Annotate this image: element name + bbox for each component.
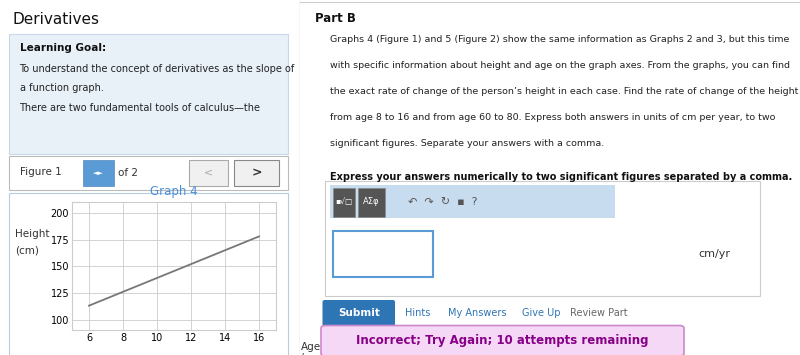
FancyBboxPatch shape: [82, 160, 114, 186]
Text: Age: Age: [301, 342, 321, 352]
FancyBboxPatch shape: [9, 156, 288, 190]
Text: (cm): (cm): [15, 246, 38, 256]
FancyBboxPatch shape: [333, 231, 433, 277]
FancyBboxPatch shape: [333, 188, 355, 217]
Text: (years): (years): [301, 353, 338, 355]
FancyBboxPatch shape: [9, 193, 288, 355]
FancyBboxPatch shape: [189, 160, 228, 186]
Text: Incorrect; Try Again; 10 attempts remaining: Incorrect; Try Again; 10 attempts remain…: [356, 334, 649, 347]
Text: of 2: of 2: [118, 168, 138, 178]
Text: cm/yr: cm/yr: [698, 249, 730, 259]
FancyBboxPatch shape: [330, 185, 615, 218]
Text: Graphs 4 (Figure 1) and 5 (Figure 2) show the same information as Graphs 2 and 3: Graphs 4 (Figure 1) and 5 (Figure 2) sho…: [330, 36, 790, 44]
Text: from age 8 to 16 and from age 60 to 80. Express both answers in units of cm per : from age 8 to 16 and from age 60 to 80. …: [330, 113, 775, 122]
Text: Review Part: Review Part: [570, 308, 628, 318]
Text: To understand the concept of derivatives as the slope of: To understand the concept of derivatives…: [19, 64, 294, 74]
Text: Figure 1: Figure 1: [19, 167, 62, 177]
Text: ▪√□: ▪√□: [335, 197, 352, 206]
Text: >: >: [251, 166, 262, 179]
Text: <: <: [204, 168, 213, 178]
Text: Hints: Hints: [405, 308, 430, 318]
Text: Give Up: Give Up: [522, 308, 561, 318]
Text: My Answers: My Answers: [447, 308, 506, 318]
Text: ◄►: ◄►: [93, 170, 104, 176]
Text: ↶  ↷  ↻  ▪  ?: ↶ ↷ ↻ ▪ ?: [407, 197, 477, 207]
Text: significant figures. Separate your answers with a comma.: significant figures. Separate your answe…: [330, 139, 604, 148]
Text: There are two fundamental tools of calculus—the: There are two fundamental tools of calcu…: [19, 103, 261, 113]
Text: Submit: Submit: [338, 308, 380, 318]
FancyBboxPatch shape: [322, 300, 395, 327]
Title: Graph 4: Graph 4: [150, 185, 198, 198]
FancyBboxPatch shape: [321, 326, 684, 355]
Text: Part B: Part B: [315, 12, 356, 26]
Text: AΣφ: AΣφ: [363, 197, 379, 206]
Text: a function graph.: a function graph.: [19, 83, 103, 93]
Text: with specific information about height and age on the graph axes. From the graph: with specific information about height a…: [330, 61, 790, 70]
Text: Express your answers numerically to two significant figures separated by a comma: Express your answers numerically to two …: [330, 172, 792, 182]
FancyBboxPatch shape: [358, 188, 385, 217]
Text: the exact rate of change of the person’s height in each case. Find the rate of c: the exact rate of change of the person’s…: [330, 87, 798, 96]
Text: Derivatives: Derivatives: [12, 12, 99, 27]
Text: Learning Goal:: Learning Goal:: [19, 43, 106, 53]
Text: Height: Height: [15, 229, 50, 239]
FancyBboxPatch shape: [325, 181, 760, 296]
FancyBboxPatch shape: [9, 34, 288, 154]
FancyBboxPatch shape: [234, 160, 279, 186]
